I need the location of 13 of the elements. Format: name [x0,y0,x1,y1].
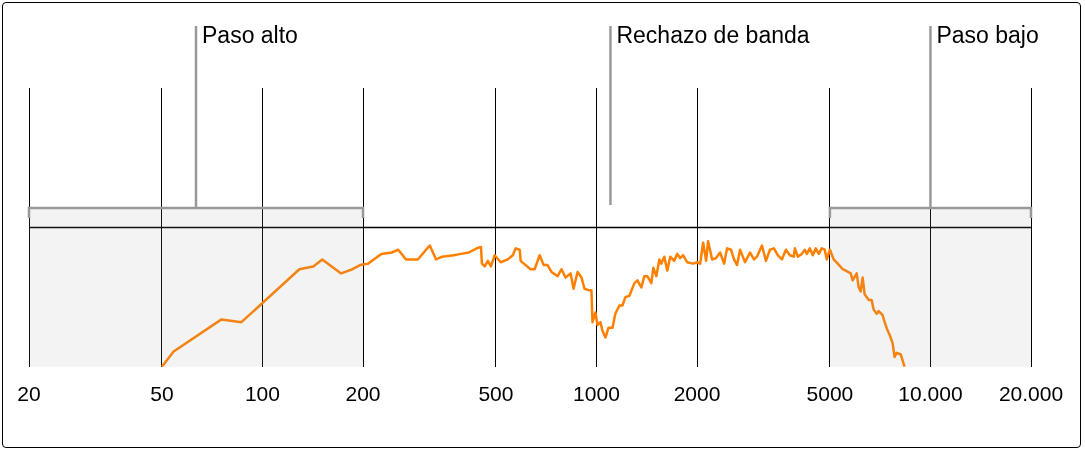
x-tick-label: 20.000 [998,382,1064,406]
x-tick-label: 200 [345,382,381,406]
band-label: Paso alto [202,22,298,49]
text: Rechazo de banda [616,22,810,49]
x-tick-label: 1000 [573,382,620,406]
band-label: Paso bajo [936,22,1039,49]
x-tick-label: 10.000 [898,382,963,406]
x-tick-label: 50 [150,382,174,406]
x-tick-label: 20 [17,382,41,406]
x-tick-label: 500 [478,382,514,406]
x-tick-label: 5000 [806,382,854,406]
x-tick-label: 2000 [673,382,721,406]
x-tick-label: 100 [244,382,280,406]
